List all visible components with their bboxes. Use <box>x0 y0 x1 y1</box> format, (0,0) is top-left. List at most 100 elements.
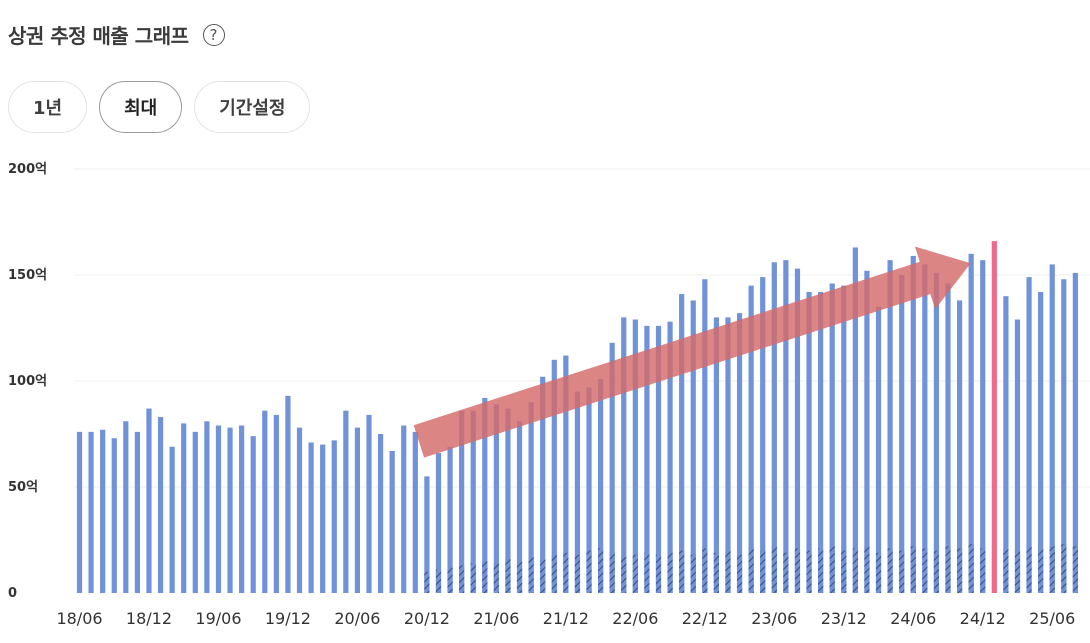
bar[interactable] <box>215 425 222 593</box>
bar[interactable] <box>655 325 662 593</box>
bar-hatched-segment <box>690 554 696 593</box>
period-option-custom-range[interactable]: 기간설정 <box>194 81 311 133</box>
bar[interactable] <box>239 425 245 593</box>
bar[interactable] <box>841 285 847 593</box>
bar[interactable] <box>667 321 673 593</box>
bar[interactable] <box>829 283 835 593</box>
bar[interactable] <box>713 317 719 593</box>
bar[interactable] <box>285 395 291 593</box>
x-tick-label: 21/12 <box>543 609 589 628</box>
bar[interactable] <box>933 272 940 593</box>
period-option-1year[interactable]: 1년 <box>8 81 88 133</box>
bar[interactable] <box>702 279 708 593</box>
bar[interactable] <box>875 306 882 593</box>
bar[interactable] <box>887 260 893 593</box>
bar[interactable] <box>100 429 106 593</box>
bar[interactable] <box>505 408 511 593</box>
bar[interactable] <box>760 277 766 593</box>
bar[interactable] <box>1003 296 1009 593</box>
bar[interactable] <box>262 410 268 593</box>
bar[interactable] <box>980 260 986 593</box>
bar[interactable] <box>157 417 164 593</box>
bar[interactable] <box>146 408 152 593</box>
bar[interactable] <box>679 294 685 593</box>
bar[interactable] <box>401 425 407 593</box>
bar[interactable] <box>1014 319 1021 593</box>
bar[interactable] <box>227 427 233 593</box>
bar[interactable] <box>424 476 430 593</box>
bar[interactable] <box>551 359 557 593</box>
bar[interactable] <box>354 427 361 593</box>
bar[interactable] <box>482 397 488 593</box>
bar[interactable] <box>88 431 94 593</box>
bar[interactable] <box>459 410 465 593</box>
bar[interactable] <box>320 444 326 593</box>
bar[interactable] <box>470 410 476 593</box>
bar[interactable] <box>308 442 314 593</box>
bar[interactable] <box>690 300 696 593</box>
bar[interactable] <box>621 317 627 593</box>
page-title: 상권 추정 매출 그래프 <box>8 24 189 48</box>
y-tick-label: 200억 <box>8 162 47 177</box>
bar[interactable] <box>192 431 198 593</box>
bar[interactable] <box>134 431 140 593</box>
question-circle-icon[interactable]: ? <box>202 23 225 46</box>
bar[interactable] <box>956 300 963 593</box>
bar[interactable] <box>1061 279 1067 593</box>
bar[interactable] <box>389 450 395 593</box>
bar[interactable] <box>632 319 638 593</box>
bar[interactable] <box>181 423 187 593</box>
bar[interactable] <box>598 378 604 593</box>
bar[interactable] <box>366 414 372 593</box>
bar[interactable] <box>447 446 453 593</box>
bar[interactable] <box>273 414 279 593</box>
bar[interactable] <box>540 376 546 593</box>
bar[interactable] <box>968 253 974 594</box>
bar[interactable] <box>736 313 743 593</box>
bar[interactable] <box>864 270 870 593</box>
x-tick-label: 18/06 <box>56 609 102 628</box>
bar-hatched-segment <box>621 556 627 593</box>
bar[interactable] <box>528 402 534 593</box>
bar[interactable] <box>563 355 569 593</box>
bar[interactable] <box>111 438 117 593</box>
bar[interactable] <box>1038 291 1044 593</box>
bar[interactable] <box>783 260 789 593</box>
bar[interactable] <box>377 434 384 593</box>
bar[interactable] <box>435 453 442 593</box>
bar[interactable] <box>609 342 615 593</box>
bar[interactable] <box>922 264 928 593</box>
bar[interactable] <box>250 436 256 593</box>
bar[interactable] <box>516 421 523 593</box>
bar[interactable] <box>123 421 129 593</box>
bar[interactable] <box>771 262 777 593</box>
bar-hatched-segment <box>736 554 743 593</box>
bar[interactable] <box>412 431 418 593</box>
bar[interactable] <box>899 275 905 593</box>
bar[interactable] <box>644 325 650 593</box>
period-option-max[interactable]: 최대 <box>99 81 183 133</box>
bar[interactable] <box>343 410 349 593</box>
bar[interactable] <box>818 291 824 593</box>
bar[interactable] <box>586 387 592 593</box>
bar[interactable] <box>331 440 337 593</box>
bar[interactable] <box>910 255 916 594</box>
bar[interactable] <box>76 431 83 593</box>
bar[interactable] <box>852 247 858 593</box>
bar[interactable] <box>725 317 731 593</box>
bar[interactable] <box>1072 272 1078 593</box>
bar[interactable] <box>794 268 801 593</box>
bar-highlight[interactable] <box>991 241 997 593</box>
bar[interactable] <box>493 404 499 593</box>
bar[interactable] <box>574 391 581 593</box>
bar[interactable] <box>1049 264 1055 593</box>
bar[interactable] <box>296 427 303 593</box>
bar[interactable] <box>204 421 210 593</box>
x-tick-label: 18/12 <box>126 609 172 628</box>
bar-hatched-segment <box>679 550 685 593</box>
bar[interactable] <box>806 291 812 593</box>
bar[interactable] <box>169 446 175 593</box>
bar[interactable] <box>1026 277 1032 593</box>
bar[interactable] <box>945 283 951 593</box>
bar[interactable] <box>748 285 754 593</box>
